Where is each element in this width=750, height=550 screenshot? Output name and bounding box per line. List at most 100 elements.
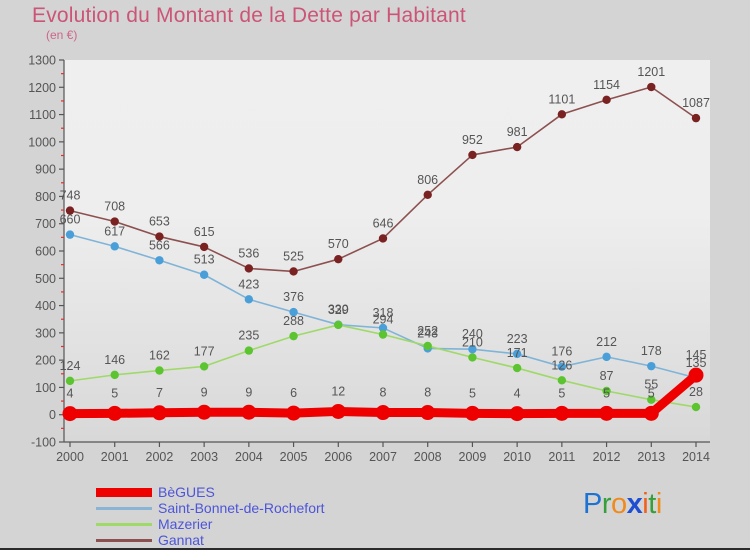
- legend-label: Gannat: [158, 532, 204, 548]
- legend-color-swatch: [96, 487, 152, 497]
- data-point[interactable]: [65, 206, 75, 215]
- data-point[interactable]: [647, 361, 656, 371]
- data-point[interactable]: [199, 362, 209, 371]
- data-point-label: 294: [373, 312, 394, 326]
- legend-item[interactable]: Mazerier: [96, 516, 516, 532]
- bottom-divider: [0, 548, 750, 550]
- data-point[interactable]: [602, 386, 611, 396]
- data-point[interactable]: [647, 82, 656, 92]
- page-subtitle: (en €): [46, 28, 78, 42]
- data-point-label: 176: [551, 345, 572, 359]
- data-point-label: 210: [462, 335, 483, 349]
- plot-background: [64, 60, 710, 442]
- data-point[interactable]: [110, 242, 119, 251]
- data-point-label: 162: [149, 349, 170, 363]
- data-point[interactable]: [151, 405, 167, 421]
- data-point[interactable]: [420, 405, 436, 421]
- x-axis-tick-label: 2012: [593, 450, 621, 464]
- data-point[interactable]: [468, 345, 477, 354]
- data-point[interactable]: [286, 405, 302, 421]
- data-point[interactable]: [196, 404, 212, 420]
- data-point-label: 7: [156, 386, 163, 400]
- data-point[interactable]: [423, 341, 432, 351]
- data-point[interactable]: [241, 404, 257, 420]
- data-point[interactable]: [334, 254, 343, 264]
- data-point[interactable]: [509, 406, 525, 422]
- data-point[interactable]: [688, 367, 704, 383]
- y-axis-tick-label: 800: [35, 190, 56, 204]
- data-point-label: 9: [201, 385, 208, 399]
- data-point[interactable]: [244, 264, 254, 273]
- data-point[interactable]: [330, 403, 346, 419]
- data-point[interactable]: [691, 402, 701, 412]
- data-point[interactable]: [512, 142, 522, 152]
- data-point-label: 952: [462, 133, 483, 147]
- data-point-label: 12: [331, 384, 345, 398]
- legend-item[interactable]: Saint-Bonnet-de-Rochefort: [96, 500, 516, 516]
- data-point[interactable]: [199, 270, 209, 279]
- data-point[interactable]: [107, 405, 123, 421]
- data-point[interactable]: [62, 406, 78, 422]
- data-point[interactable]: [691, 113, 701, 123]
- data-point[interactable]: [155, 366, 164, 375]
- data-point-label: 330: [328, 303, 349, 317]
- data-point[interactable]: [557, 362, 567, 371]
- data-point-label: 4: [514, 387, 521, 401]
- y-axis-tick-label: 1200: [28, 81, 56, 95]
- data-point[interactable]: [289, 331, 298, 341]
- data-point[interactable]: [378, 323, 388, 333]
- data-point-label: 1154: [593, 78, 620, 92]
- data-point[interactable]: [289, 267, 298, 276]
- logo-letter: o: [611, 488, 627, 520]
- data-point[interactable]: [512, 363, 522, 373]
- data-point[interactable]: [289, 307, 298, 317]
- data-point[interactable]: [602, 352, 611, 362]
- data-point[interactable]: [244, 295, 254, 304]
- data-point[interactable]: [155, 256, 164, 265]
- data-point[interactable]: [512, 349, 522, 359]
- data-point-label: 566: [149, 238, 170, 252]
- data-point-label: 55: [644, 378, 658, 392]
- data-point-label: 4: [67, 387, 74, 401]
- y-axis-tick-label: 0: [49, 408, 56, 422]
- data-point[interactable]: [334, 320, 343, 330]
- data-point[interactable]: [554, 405, 570, 421]
- x-axis-tick-label: 2000: [56, 450, 84, 464]
- legend-item[interactable]: Gannat: [96, 532, 516, 548]
- data-point[interactable]: [557, 376, 567, 385]
- data-point[interactable]: [155, 232, 164, 241]
- data-point[interactable]: [110, 370, 119, 380]
- data-point-label: 5: [111, 386, 118, 400]
- data-point[interactable]: [65, 230, 75, 239]
- data-point[interactable]: [468, 353, 477, 362]
- legend-item[interactable]: BèGUES: [96, 484, 516, 500]
- data-point[interactable]: [599, 405, 615, 421]
- data-point[interactable]: [643, 405, 659, 421]
- data-point-label: 146: [104, 353, 125, 367]
- data-point[interactable]: [468, 150, 477, 160]
- data-point[interactable]: [199, 242, 209, 252]
- legend-color-swatch: [96, 522, 152, 526]
- data-point[interactable]: [378, 330, 388, 339]
- data-point-label: 525: [283, 249, 304, 263]
- data-point-label: 9: [245, 385, 252, 399]
- data-point-label: 6: [290, 386, 297, 400]
- data-point[interactable]: [647, 395, 656, 404]
- data-point[interactable]: [557, 110, 567, 119]
- data-point[interactable]: [464, 405, 480, 421]
- x-axis-tick-label: 2004: [235, 450, 263, 464]
- data-point[interactable]: [378, 234, 388, 243]
- y-axis-tick-label: 300: [35, 326, 56, 340]
- data-point-label: 376: [283, 290, 304, 304]
- data-point[interactable]: [110, 217, 119, 226]
- logo-letter: i: [642, 488, 649, 520]
- data-point[interactable]: [65, 376, 75, 386]
- data-point[interactable]: [375, 405, 391, 421]
- data-point[interactable]: [244, 346, 254, 355]
- x-axis-tick-label: 2002: [146, 450, 174, 464]
- x-axis-tick-label: 2003: [190, 450, 218, 464]
- data-point-label: 252: [417, 324, 438, 338]
- data-point[interactable]: [423, 190, 432, 199]
- data-point-label: 708: [104, 200, 125, 214]
- data-point[interactable]: [602, 95, 611, 105]
